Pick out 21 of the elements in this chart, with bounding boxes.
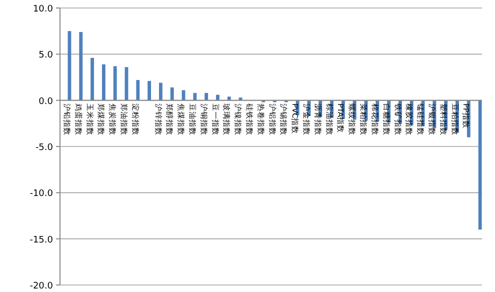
y-tick-label: -10.0: [30, 189, 54, 200]
y-tick-label: -5.0: [35, 143, 54, 153]
y-tick-label: 10.0: [32, 4, 54, 14]
y-tick-label: 5.0: [38, 50, 54, 61]
bar: [204, 92, 208, 100]
y-tick-label: -15.0: [30, 235, 54, 246]
bar: [148, 80, 152, 100]
bar: [113, 66, 117, 100]
bar: [227, 96, 231, 100]
bar: [159, 82, 162, 100]
bar: [193, 92, 197, 100]
bar: [136, 80, 140, 100]
y-tick-label: 0.0: [38, 96, 54, 107]
bar: [170, 87, 174, 100]
bar: [478, 100, 482, 230]
bar: [79, 32, 83, 100]
bar: [238, 98, 242, 100]
bar: [90, 58, 94, 100]
bar: [216, 94, 220, 100]
bar: [102, 64, 106, 100]
y-tick-label: -20.0: [30, 282, 54, 292]
